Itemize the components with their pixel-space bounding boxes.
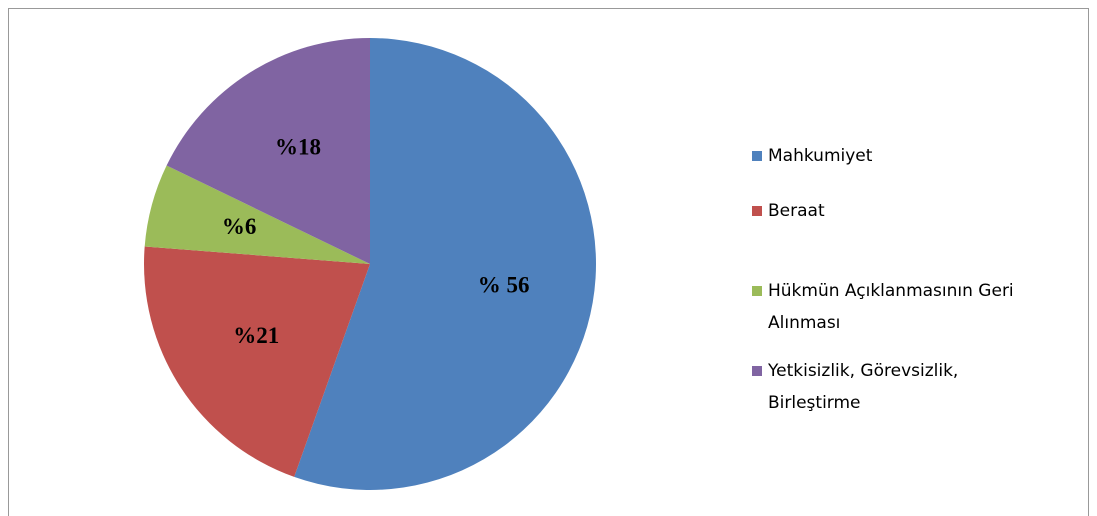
legend-label: Hükmün Açıklanmasının Geri Alınması <box>768 281 1014 333</box>
pie-slice <box>294 38 596 491</box>
value-label: %6 <box>222 214 257 239</box>
legend-swatch <box>752 366 762 376</box>
value-label: % 56 <box>478 272 530 297</box>
legend-swatch <box>752 206 762 216</box>
pie-slice <box>166 38 370 264</box>
legend-item: Hükmün Açıklanmasının Geri Alınması <box>752 275 1042 339</box>
value-label: %18 <box>275 134 321 159</box>
frame <box>8 8 1089 516</box>
value-label: %21 <box>233 323 279 348</box>
legend-label: Mahkumiyet <box>768 146 873 166</box>
legend-item: Yetkisizlik, Görevsizlik, Birleştirme <box>752 355 1042 419</box>
pie-slice <box>144 246 370 477</box>
legend-label: Beraat <box>768 201 825 221</box>
pie-slice <box>144 165 370 264</box>
legend-item: Beraat <box>752 195 1042 227</box>
legend-swatch <box>752 286 762 296</box>
legend-swatch <box>752 151 762 161</box>
legend-item: Mahkumiyet <box>752 140 1042 172</box>
legend-label: Yetkisizlik, Görevsizlik, Birleştirme <box>768 361 959 413</box>
